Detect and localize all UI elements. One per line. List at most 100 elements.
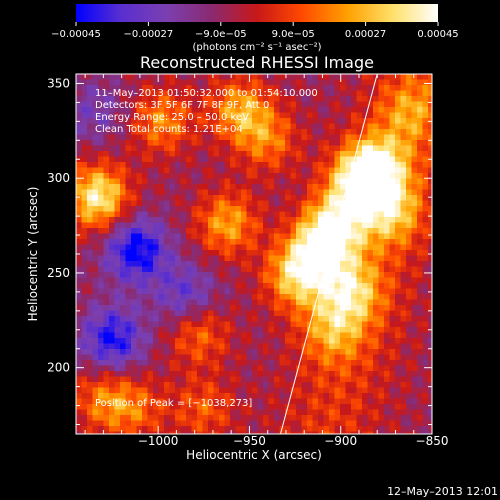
heatmap-cell bbox=[334, 431, 341, 434]
heatmap-cell bbox=[153, 189, 159, 196]
heatmap-cell bbox=[202, 239, 209, 245]
heatmap-cell bbox=[318, 178, 324, 185]
heatmap-cell bbox=[114, 151, 121, 157]
heatmap-cell bbox=[219, 365, 225, 372]
heatmap-cell bbox=[136, 365, 143, 372]
heatmap-cell bbox=[131, 112, 137, 119]
heatmap-cell bbox=[312, 327, 319, 333]
heatmap-cell bbox=[373, 211, 379, 218]
heatmap-cell bbox=[422, 266, 429, 273]
heatmap-cell bbox=[345, 156, 352, 163]
heatmap-cell bbox=[114, 112, 121, 119]
heatmap-cell bbox=[345, 85, 352, 91]
heatmap-cell bbox=[180, 387, 187, 394]
heatmap-cell bbox=[92, 101, 99, 108]
heatmap-cell bbox=[76, 123, 82, 130]
heatmap-cell bbox=[252, 74, 258, 80]
heatmap-cell bbox=[103, 178, 110, 185]
heatmap-cell bbox=[98, 349, 104, 355]
heatmap-cell bbox=[417, 250, 423, 256]
heatmap-cell bbox=[87, 200, 93, 207]
heatmap-cell bbox=[362, 79, 368, 86]
heatmap-cell bbox=[384, 426, 390, 432]
heatmap-cell bbox=[351, 266, 357, 273]
heatmap-cell bbox=[76, 162, 82, 168]
heatmap-cell bbox=[318, 349, 324, 355]
heatmap-cell bbox=[279, 415, 286, 421]
heatmap-cell bbox=[296, 332, 302, 339]
heatmap-cell bbox=[246, 354, 253, 361]
heatmap-cell bbox=[87, 277, 93, 284]
heatmap-cell bbox=[384, 409, 390, 416]
heatmap-cell bbox=[81, 316, 88, 322]
heatmap-cell bbox=[384, 101, 390, 108]
heatmap-cell bbox=[241, 393, 247, 399]
heatmap-cell bbox=[329, 145, 335, 152]
heatmap-cell bbox=[98, 228, 104, 234]
heatmap-cell bbox=[378, 228, 385, 234]
heatmap-cell bbox=[268, 107, 275, 113]
heatmap-cell bbox=[164, 162, 170, 168]
heatmap-cell bbox=[268, 266, 275, 273]
heatmap-cell bbox=[345, 151, 352, 157]
heatmap-cell bbox=[241, 206, 247, 212]
heatmap-cell bbox=[213, 387, 220, 394]
heatmap-cell bbox=[114, 338, 121, 344]
heatmap-cell bbox=[208, 354, 214, 361]
heatmap-cell bbox=[389, 228, 396, 234]
heatmap-cell bbox=[252, 387, 258, 394]
heatmap-cell bbox=[296, 228, 302, 234]
heatmap-cell bbox=[241, 277, 247, 284]
heatmap-cell bbox=[208, 426, 214, 432]
heatmap-cell bbox=[241, 200, 247, 207]
heatmap-cell bbox=[312, 140, 319, 146]
heatmap-cell bbox=[384, 299, 390, 306]
heatmap-cell bbox=[334, 167, 341, 174]
heatmap-cell bbox=[186, 162, 192, 168]
heatmap-cell bbox=[378, 288, 385, 295]
heatmap-cell bbox=[224, 415, 231, 421]
heatmap-cell bbox=[120, 134, 126, 141]
heatmap-cell bbox=[422, 327, 429, 333]
heatmap-cell bbox=[125, 398, 132, 405]
heatmap-cell bbox=[340, 79, 346, 86]
heatmap-cell bbox=[158, 140, 165, 146]
heatmap-cell bbox=[351, 123, 357, 130]
heatmap-cell bbox=[120, 145, 126, 152]
heatmap-cell bbox=[257, 261, 264, 267]
heatmap-cell bbox=[252, 101, 258, 108]
heatmap-cell bbox=[395, 255, 401, 262]
heatmap-cell bbox=[279, 244, 286, 251]
heatmap-cell bbox=[230, 118, 236, 124]
heatmap-cell bbox=[422, 376, 429, 383]
heatmap-cell bbox=[318, 156, 324, 163]
heatmap-cell bbox=[356, 327, 363, 333]
heatmap-cell bbox=[422, 184, 429, 190]
heatmap-cell bbox=[98, 162, 104, 168]
heatmap-cell bbox=[186, 343, 192, 350]
heatmap-cell bbox=[329, 184, 335, 190]
heatmap-cell bbox=[285, 343, 291, 350]
heatmap-cell bbox=[175, 167, 181, 174]
heatmap-cell bbox=[274, 140, 280, 146]
heatmap-cell bbox=[246, 332, 253, 339]
heatmap-cell bbox=[87, 387, 93, 394]
heatmap-cell bbox=[131, 365, 137, 372]
heatmap-cell bbox=[323, 371, 330, 377]
heatmap-cell bbox=[296, 266, 302, 273]
heatmap-cell bbox=[373, 255, 379, 262]
heatmap-cell bbox=[202, 118, 209, 124]
heatmap-cell bbox=[406, 354, 412, 361]
heatmap-cell bbox=[142, 266, 148, 273]
heatmap-cell bbox=[268, 239, 275, 245]
heatmap-cell bbox=[307, 382, 313, 388]
heatmap-cell bbox=[147, 74, 154, 80]
heatmap-cell bbox=[340, 134, 346, 141]
heatmap-cell bbox=[279, 206, 286, 212]
heatmap-cell bbox=[263, 250, 269, 256]
heatmap-cell bbox=[400, 239, 407, 245]
heatmap-cell bbox=[367, 79, 374, 86]
heatmap-cell bbox=[285, 189, 291, 196]
heatmap-cell bbox=[202, 211, 209, 218]
heatmap-cell bbox=[147, 239, 154, 245]
